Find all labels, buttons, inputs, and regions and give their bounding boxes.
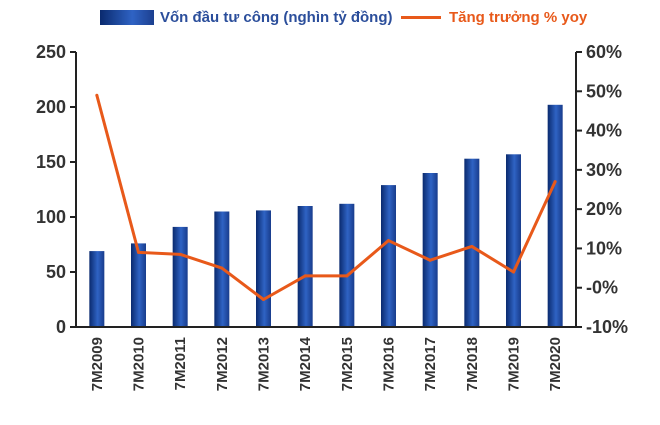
bar-7M2016 — [381, 185, 396, 327]
category-label-7M2015: 7M2015 — [339, 337, 356, 391]
growth-line — [95, 94, 557, 301]
growth-point-7M2010 — [137, 250, 140, 254]
right-tick-label: 60% — [586, 42, 622, 62]
bar-7M2019 — [506, 154, 521, 327]
legend-bar-label: Vốn đầu tư công (nghìn tỷ đồng) — [160, 9, 393, 26]
bar-7M2018 — [464, 158, 480, 327]
category-label-7M2017: 7M2017 — [422, 337, 439, 391]
growth-point-7M2014 — [303, 274, 307, 278]
bar-7M2017 — [422, 173, 438, 327]
growth-point-7M2016 — [387, 239, 390, 243]
legend-item-bars: Vốn đầu tư công (nghìn tỷ đồng) — [100, 9, 393, 26]
category-label-7M2016: 7M2016 — [381, 337, 398, 391]
left-axis-ticks: 0 50 100 150 200 250 — [36, 42, 76, 337]
right-tick-label: -0% — [586, 278, 618, 298]
left-tick-label: 0 — [56, 317, 66, 337]
right-tick-label: 40% — [586, 121, 622, 141]
left-tick-label: 150 — [36, 152, 66, 172]
bar-7M2015 — [339, 203, 355, 327]
left-tick-label: 250 — [36, 42, 66, 62]
bar-7M2013 — [256, 210, 271, 327]
right-axis-ticks: -10% -0% 10% 20% 30% 40% 50% 60% — [576, 42, 628, 337]
growth-point-7M2018 — [470, 244, 474, 248]
growth-point-7M2011 — [178, 252, 182, 256]
category-label-7M2010: 7M2010 — [131, 337, 148, 391]
legend: Vốn đầu tư công (nghìn tỷ đồng) Tăng trư… — [0, 9, 660, 33]
growth-point-7M2012 — [220, 266, 224, 270]
legend-item-line: Tăng trưởng % yoy — [401, 9, 587, 26]
legend-line-swatch — [401, 16, 441, 19]
category-label-7M2020: 7M2020 — [547, 337, 564, 391]
growth-point-7M2009 — [95, 93, 99, 97]
legend-line-label: Tăng trưởng % yoy — [449, 9, 588, 26]
bar-7M2020 — [547, 104, 563, 327]
category-label-7M2009: 7M2009 — [89, 337, 106, 391]
growth-point-7M2017 — [428, 258, 432, 262]
growth-point-7M2015 — [345, 274, 349, 278]
left-tick-label: 100 — [36, 207, 66, 227]
right-tick-label: 50% — [586, 81, 622, 101]
category-labels: 7M2009 7M2010 7M2011 7M2012 7M2013 7M2014 7M20… — [89, 336, 564, 391]
bar-7M2009 — [89, 251, 105, 327]
axes — [75, 52, 577, 328]
right-tick-label: 10% — [586, 238, 622, 258]
category-label-7M2019: 7M2019 — [506, 337, 523, 391]
category-label-7M2011: 7M2011 — [172, 337, 189, 390]
right-tick-label: 20% — [586, 199, 622, 219]
right-tick-label: 30% — [586, 160, 622, 180]
growth-point-7M2019 — [512, 270, 515, 274]
bar-7M2010 — [131, 243, 146, 327]
bar-7M2014 — [297, 206, 313, 327]
category-label-7M2012: 7M2012 — [214, 337, 231, 391]
category-label-7M2013: 7M2013 — [256, 337, 273, 391]
category-label-7M2018: 7M2018 — [464, 337, 481, 391]
right-tick-label: -10% — [586, 317, 628, 337]
bar-series — [89, 104, 563, 327]
line-series — [95, 93, 557, 301]
legend-bar-swatch — [100, 10, 154, 25]
bar-7M2011 — [172, 226, 188, 327]
growth-point-7M2020 — [553, 180, 557, 184]
left-tick-label: 200 — [36, 97, 66, 117]
category-label-7M2014: 7M2014 — [297, 336, 314, 391]
left-tick-label: 50 — [46, 262, 66, 282]
growth-point-7M2013 — [262, 298, 265, 301]
